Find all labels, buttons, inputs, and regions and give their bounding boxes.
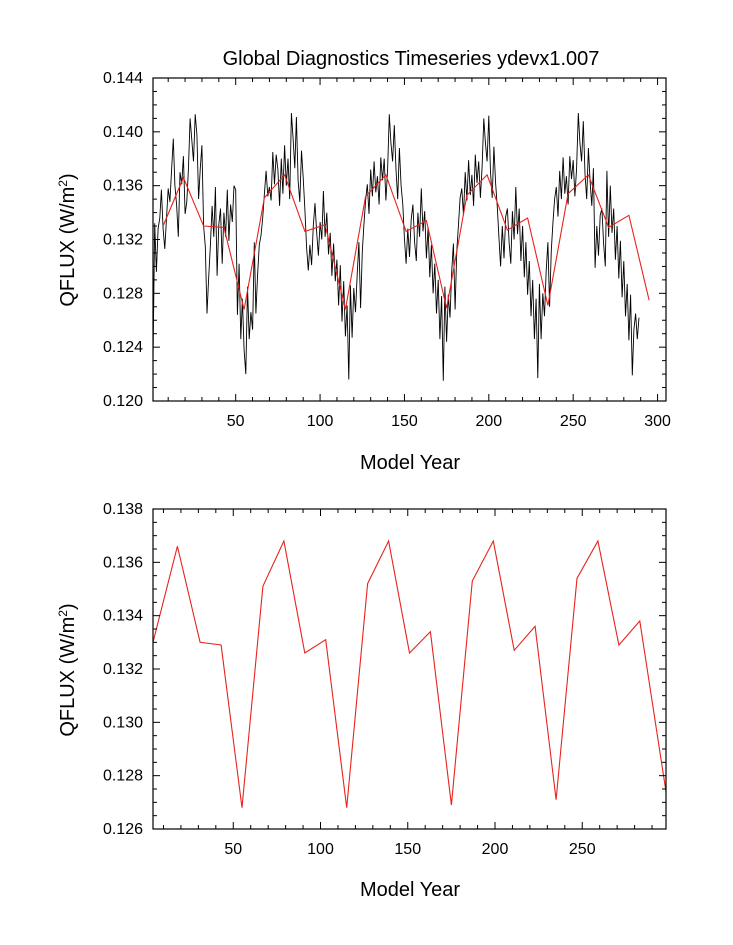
top-plot-area: 0.120 0.124 0.128 0.132 0.136 0.140 0.144 50 100…: [103, 70, 671, 430]
x-tick-label: 150: [394, 841, 421, 858]
top-y-axis-label: QFLUX (W/m2): [56, 173, 79, 306]
y-tick-label: 0.124: [103, 339, 143, 356]
y-tick-label: 0.132: [103, 232, 143, 249]
top-chart: Global Diagnostics Timeseries ydevx1.007…: [56, 48, 671, 474]
bottom-chart: 0.126 0.128 0.130 0.132 0.134 0.136 0.138 50 100…: [56, 501, 667, 901]
chart-title: Global Diagnostics Timeseries ydevx1.007: [223, 48, 600, 70]
x-tick-label: 200: [475, 413, 502, 430]
bottom-plot-area: 0.126 0.128 0.130 0.132 0.134 0.136 0.138 50 100…: [103, 501, 667, 858]
y-tick-label: 0.130: [103, 714, 143, 731]
y-tick-label: 0.128: [103, 285, 143, 302]
y-tick-label: 0.136: [103, 178, 143, 195]
series-line-annual-mean: [162, 173, 650, 310]
y-tick-label: 0.120: [103, 393, 143, 410]
x-tick-label: 200: [482, 841, 509, 858]
plot-frame: [152, 77, 667, 402]
x-tick-label: 250: [569, 841, 596, 858]
y-tick-label: 0.134: [103, 608, 143, 625]
x-tick-label: 250: [560, 413, 587, 430]
x-tick-label: 50: [224, 841, 242, 858]
y-tick-label: 0.128: [103, 768, 143, 785]
top-x-axis-label: Model Year: [360, 452, 460, 474]
y-tick-label: 0.140: [103, 124, 143, 141]
bottom-y-axis-label: QFLUX (W/m2): [56, 603, 79, 736]
bottom-x-axis-label: Model Year: [360, 879, 460, 901]
series-line-monthly: [152, 112, 640, 381]
y-tick-label: 0.132: [103, 661, 143, 678]
x-tick-label: 100: [307, 841, 334, 858]
series-line-annual-mean: [152, 539, 667, 808]
y-tick-label: 0.144: [103, 70, 143, 87]
y-tick-label: 0.136: [103, 554, 143, 571]
x-tick-label: 50: [227, 413, 245, 430]
x-tick-label: 100: [307, 413, 334, 430]
x-tick-label: 150: [391, 413, 418, 430]
x-tick-label: 300: [644, 413, 671, 430]
y-tick-label: 0.126: [103, 821, 143, 838]
y-tick-label: 0.138: [103, 501, 143, 518]
